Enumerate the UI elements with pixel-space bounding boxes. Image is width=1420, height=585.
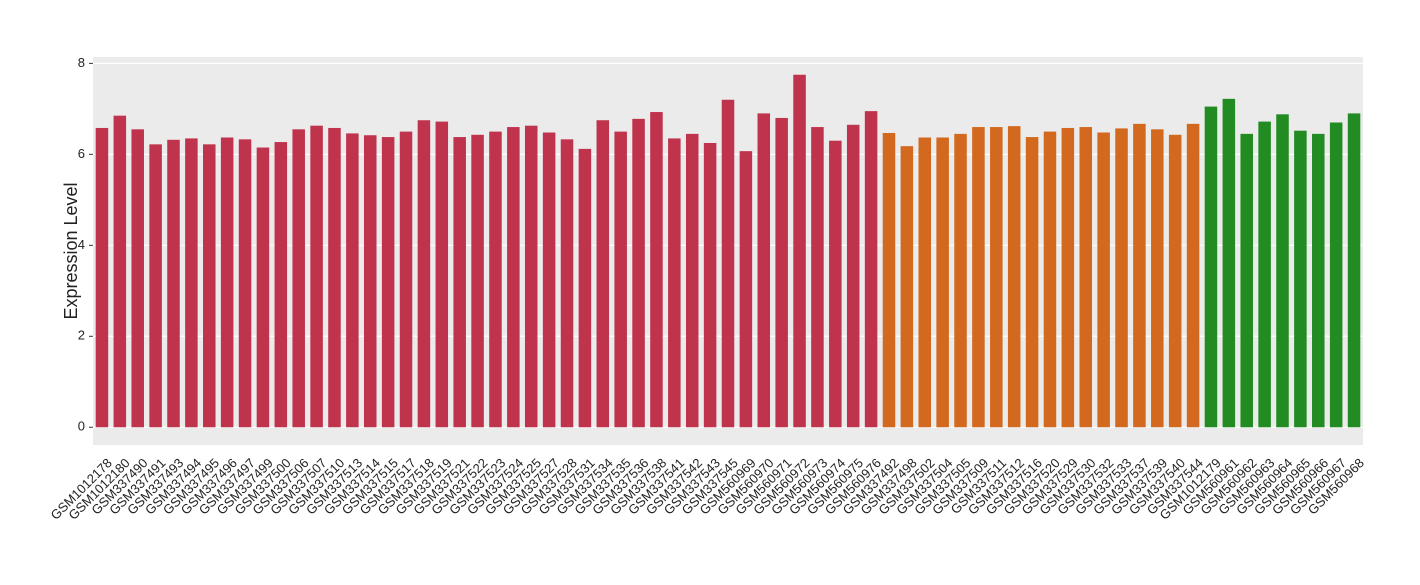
- bar: [864, 111, 878, 428]
- bar: [1061, 127, 1075, 428]
- bar: [1025, 137, 1039, 428]
- bar: [542, 132, 556, 428]
- y-tick-label: 8: [78, 55, 85, 70]
- bar: [131, 129, 144, 428]
- bar: [757, 113, 771, 428]
- bar: [1097, 132, 1110, 428]
- bar: [650, 112, 663, 428]
- bar: [507, 127, 520, 428]
- bar: [1168, 134, 1182, 428]
- bar: [972, 127, 985, 428]
- bar: [1329, 122, 1343, 428]
- bar: [489, 131, 502, 428]
- y-tick-label: 0: [78, 419, 85, 434]
- y-tick-label: 6: [78, 146, 85, 161]
- bar: [453, 137, 466, 428]
- y-tick-label: 2: [78, 328, 85, 343]
- bar: [346, 133, 359, 428]
- bar: [775, 117, 788, 428]
- bar: [614, 131, 627, 428]
- bar: [1204, 106, 1218, 428]
- bar: [1312, 133, 1325, 428]
- bar: [1186, 123, 1200, 428]
- bar: [721, 99, 735, 428]
- bar: [417, 120, 431, 428]
- bar: [256, 147, 270, 428]
- y-tick-label: 4: [78, 237, 85, 252]
- bar: [238, 139, 252, 428]
- bar: [1151, 129, 1164, 428]
- bar: [524, 125, 538, 428]
- bar: [471, 134, 484, 428]
- bar: [310, 125, 323, 428]
- bar: [1222, 98, 1236, 428]
- bar: [381, 137, 395, 428]
- bar: [220, 137, 234, 428]
- bar: [793, 74, 806, 428]
- bar: [1294, 130, 1307, 428]
- bar: [632, 118, 645, 428]
- bar: [1276, 114, 1289, 428]
- bar: [685, 133, 699, 428]
- bar: [435, 121, 449, 428]
- bar: [1133, 123, 1146, 428]
- bar: [918, 137, 932, 428]
- bar: [1240, 133, 1253, 428]
- bar: [1115, 128, 1128, 428]
- bar: [1347, 113, 1361, 428]
- bar: [167, 139, 180, 428]
- bar: [596, 120, 610, 428]
- y-axis-title: Expression Level: [61, 182, 81, 319]
- bar: [954, 133, 967, 428]
- bar: [846, 124, 860, 428]
- bar: [936, 137, 949, 428]
- bar: [399, 131, 413, 428]
- bar: [578, 148, 592, 428]
- bar: [668, 138, 681, 428]
- bar: [95, 127, 109, 428]
- bar: [363, 135, 377, 428]
- bar: [703, 142, 717, 428]
- bar: [1079, 127, 1093, 428]
- bar: [185, 138, 198, 428]
- bar: [900, 146, 914, 428]
- bar: [292, 129, 305, 428]
- bar: [990, 127, 1003, 428]
- bar: [1007, 126, 1021, 428]
- bar: [739, 151, 753, 428]
- bar: [1258, 121, 1271, 428]
- bar: [811, 127, 824, 428]
- bar: [113, 115, 127, 428]
- bar: [149, 144, 162, 428]
- bar: [1043, 131, 1057, 428]
- bar: [274, 142, 288, 428]
- bar: [560, 139, 574, 428]
- bar: [829, 140, 842, 428]
- bar: [328, 127, 341, 428]
- bar: [882, 132, 896, 428]
- bar: [203, 144, 216, 428]
